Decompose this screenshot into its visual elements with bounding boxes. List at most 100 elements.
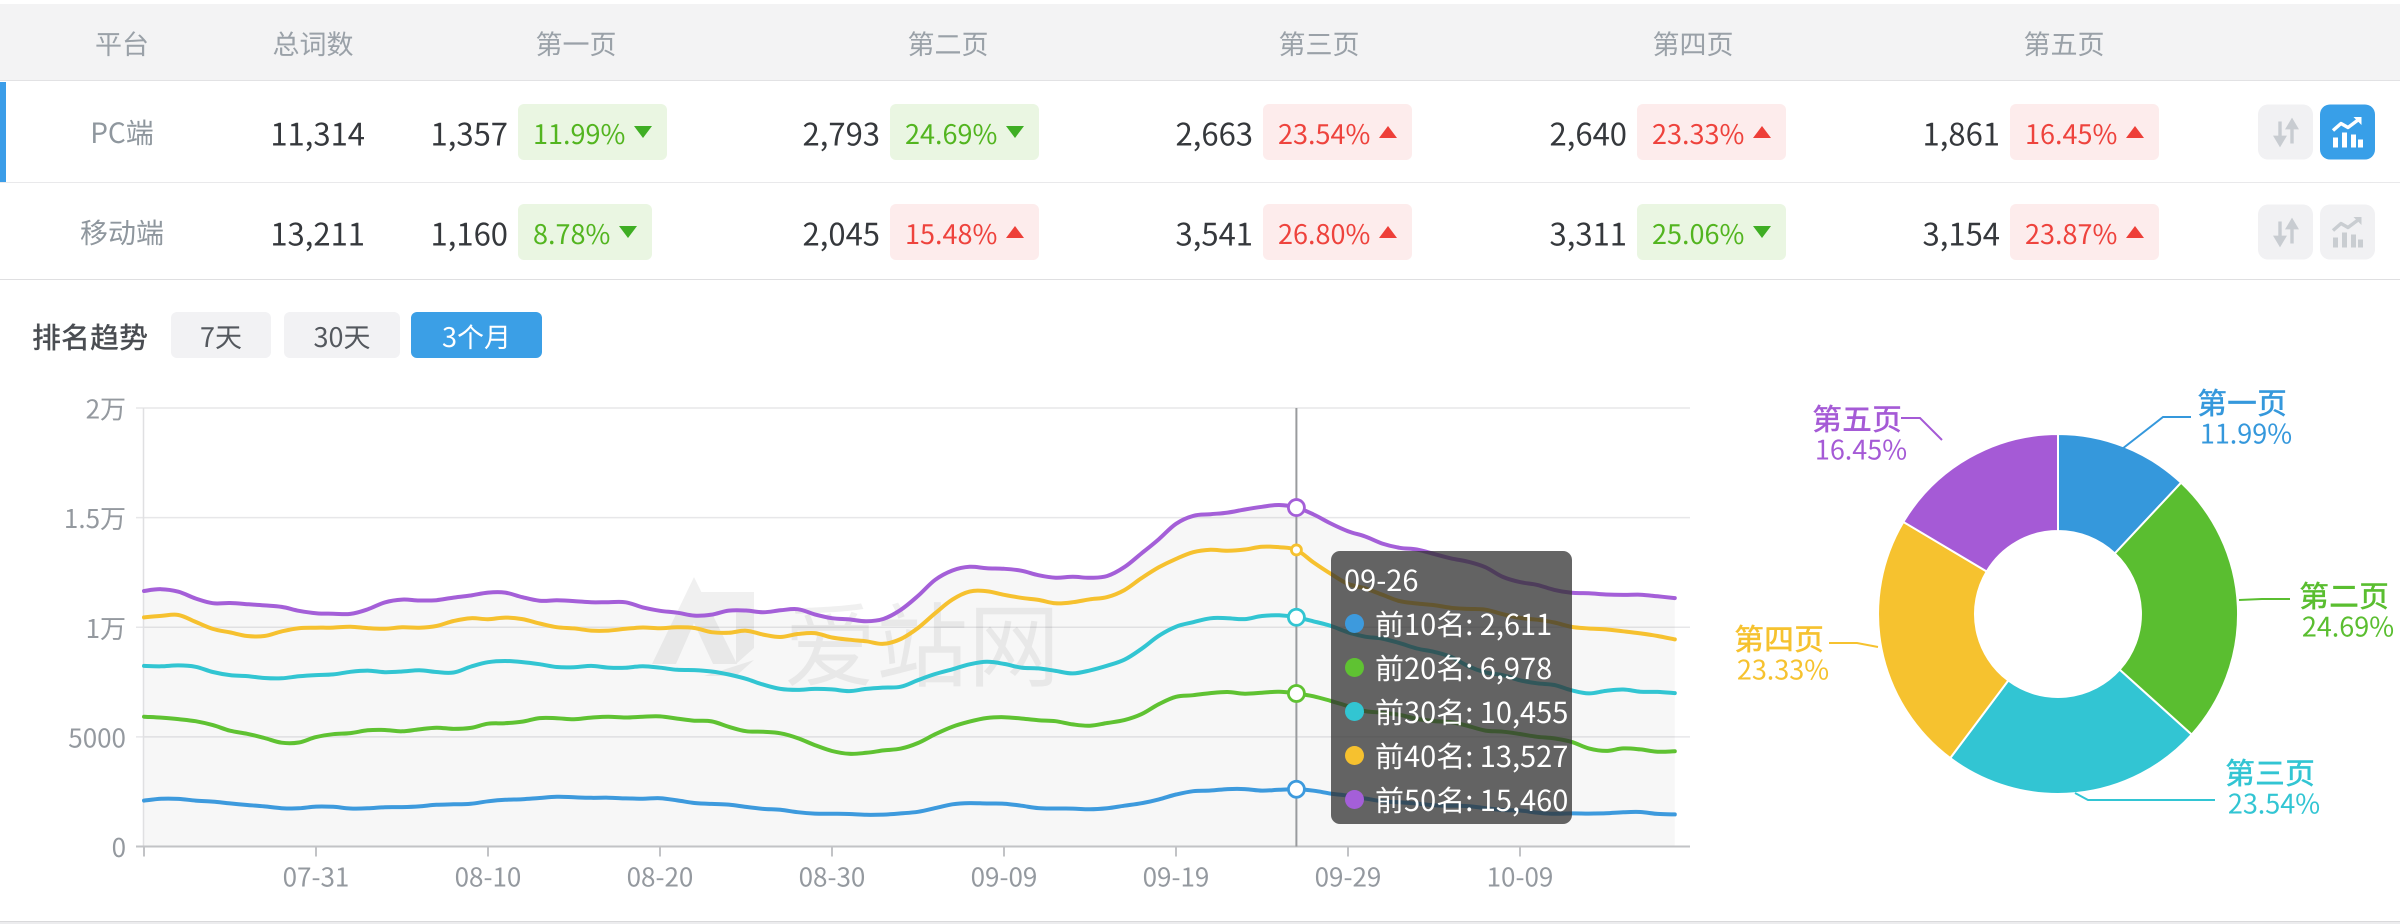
tooltip-value: 前10名: 2,611 bbox=[1375, 602, 1552, 644]
donut-slice-4[interactable] bbox=[1902, 432, 2059, 573]
column-header-2: 第一页 bbox=[535, 23, 617, 62]
hover-marker bbox=[1287, 498, 1306, 517]
donut-label-name: 第四页 bbox=[1734, 615, 1824, 659]
column-header-1: 总词数 bbox=[272, 23, 354, 62]
column-header-3: 第二页 bbox=[907, 23, 989, 62]
page2-count: 2,045 bbox=[802, 209, 880, 255]
series-color-dot bbox=[1345, 789, 1364, 809]
compare-button[interactable] bbox=[2258, 104, 2313, 160]
change-percent: 26.80% bbox=[1278, 212, 1371, 252]
hover-marker bbox=[1287, 779, 1306, 799]
y-axis-label: 0 bbox=[112, 828, 126, 865]
page4-change-badge: 25.06% bbox=[1637, 204, 1787, 260]
tooltip-separator: : bbox=[1465, 778, 1480, 820]
trend-up-icon bbox=[1006, 226, 1025, 238]
donut-label-name: 第三页 bbox=[2225, 749, 2315, 793]
hover-cursor bbox=[1287, 408, 1306, 847]
trend-down-icon bbox=[1006, 126, 1025, 138]
donut-slice-2[interactable] bbox=[1948, 668, 2194, 795]
range-button-2[interactable]: 3个月 bbox=[411, 312, 542, 358]
page1-count: 1,160 bbox=[430, 209, 508, 255]
donut-label-percent: 16.45% bbox=[1815, 429, 1907, 468]
page4-count: 3,311 bbox=[1549, 209, 1627, 255]
y-axis-label: 1万 bbox=[86, 609, 126, 646]
platform-label: PC端 bbox=[90, 112, 154, 152]
series-color-dot bbox=[1345, 745, 1364, 765]
watermark-text: 爱站网 bbox=[784, 574, 1060, 707]
page3-change-badge: 26.80% bbox=[1263, 204, 1413, 260]
label-connector bbox=[2238, 598, 2290, 601]
tooltip-row: 前20名: 6,978 bbox=[1345, 645, 1552, 689]
change-percent: 24.69% bbox=[905, 112, 998, 152]
donut-slice-0[interactable] bbox=[2057, 432, 2183, 555]
label-connector bbox=[1829, 642, 1879, 648]
tooltip-series-value: 15,460 bbox=[1479, 778, 1569, 820]
x-axis-label: 09-09 bbox=[971, 858, 1038, 895]
trend-down-icon bbox=[1753, 226, 1772, 238]
column-header-0: 平台 bbox=[95, 23, 149, 62]
tooltip-series-value: 6,978 bbox=[1479, 646, 1553, 688]
tooltip-value: 前30名: 10,455 bbox=[1375, 690, 1568, 732]
tooltip-series-value: 10,455 bbox=[1479, 690, 1569, 732]
tooltip-row: 前30名: 10,455 bbox=[1345, 689, 1568, 733]
total-words-value: 13,211 bbox=[270, 209, 365, 255]
trend-toggle-button[interactable] bbox=[2320, 204, 2375, 260]
platform-label: 移动端 bbox=[79, 212, 165, 252]
page1-change-badge: 8.78% bbox=[518, 204, 653, 260]
donut-label-name: 第一页 bbox=[2197, 379, 2287, 423]
tooltip-row: 前50名: 15,460 bbox=[1345, 777, 1568, 821]
chart-tooltip: 09-26 前10名: 2,611 前20名: 6,978 前30名: 10,455… bbox=[1331, 551, 1572, 824]
tooltip-series-label: 前20名 bbox=[1375, 646, 1466, 688]
tooltip-row: 前10名: 2,611 bbox=[1345, 601, 1552, 645]
series-color-dot bbox=[1345, 657, 1364, 677]
table-row-mobile[interactable]: 移动端 13,211 1,160 8.78% 2,045 15.48% 3,541 26.80… bbox=[0, 184, 2400, 280]
change-percent: 23.54% bbox=[1278, 112, 1371, 152]
donut-slice-3[interactable] bbox=[1877, 520, 2010, 760]
compare-button[interactable] bbox=[2258, 204, 2313, 260]
x-axis-label: 08-30 bbox=[799, 858, 866, 895]
range-button-0[interactable]: 7天 bbox=[171, 312, 271, 358]
watermark-logo bbox=[652, 577, 737, 664]
watermark: 爱站网 bbox=[652, 574, 1060, 707]
page2-count: 2,793 bbox=[802, 109, 880, 155]
change-percent: 8.78% bbox=[533, 212, 611, 252]
tooltip-series-label: 前40名 bbox=[1375, 734, 1466, 776]
page1-count: 1,357 bbox=[430, 109, 508, 155]
page3-count: 3,541 bbox=[1175, 209, 1253, 255]
trend-down-icon bbox=[619, 226, 638, 238]
trend-toggle-button[interactable] bbox=[2320, 104, 2375, 160]
trend-up-icon bbox=[1379, 126, 1398, 138]
page4-count: 2,640 bbox=[1549, 109, 1627, 155]
tooltip-date: 09-26 bbox=[1344, 558, 1419, 600]
column-header-4: 第三页 bbox=[1278, 23, 1360, 62]
page2-change-badge: 24.69% bbox=[890, 104, 1040, 160]
page3-count: 2,663 bbox=[1175, 109, 1253, 155]
donut-label-percent: 23.54% bbox=[2228, 783, 2320, 822]
label-connector bbox=[2074, 792, 2215, 801]
page4-change-badge: 23.33% bbox=[1637, 104, 1787, 160]
column-header-6: 第五页 bbox=[2023, 23, 2105, 62]
compare-arrows-icon bbox=[2272, 217, 2299, 247]
trend-up-icon bbox=[1753, 126, 1772, 138]
page1-change-badge: 11.99% bbox=[518, 104, 668, 160]
range-button-1[interactable]: 30天 bbox=[284, 312, 400, 358]
compare-arrows-icon bbox=[2272, 117, 2299, 147]
tooltip-value: 前40名: 13,527 bbox=[1375, 734, 1568, 776]
donut-label-percent: 23.33% bbox=[1737, 649, 1829, 688]
donut-slice-1[interactable] bbox=[2113, 481, 2240, 737]
table-row-pc[interactable]: PC端 11,314 1,357 11.99% 2,793 24.69% 2,663 23.5… bbox=[0, 82, 2400, 183]
change-percent: 16.45% bbox=[2025, 112, 2118, 152]
tooltip-separator: : bbox=[1465, 690, 1480, 732]
tooltip-separator: : bbox=[1465, 646, 1480, 688]
tooltip-series-value: 13,527 bbox=[1479, 734, 1569, 776]
tooltip-row: 前40名: 13,527 bbox=[1345, 733, 1568, 777]
x-axis-label: 08-10 bbox=[455, 858, 522, 895]
page5-change-badge: 23.87% bbox=[2010, 204, 2160, 260]
page5-count: 3,154 bbox=[1922, 209, 2000, 255]
tooltip-series-value: 2,611 bbox=[1479, 602, 1553, 644]
trend-up-icon bbox=[1379, 226, 1398, 238]
change-percent: 23.87% bbox=[2025, 212, 2118, 252]
hover-marker bbox=[1287, 607, 1306, 627]
trend-down-icon bbox=[634, 126, 653, 138]
hover-marker bbox=[1287, 684, 1306, 703]
